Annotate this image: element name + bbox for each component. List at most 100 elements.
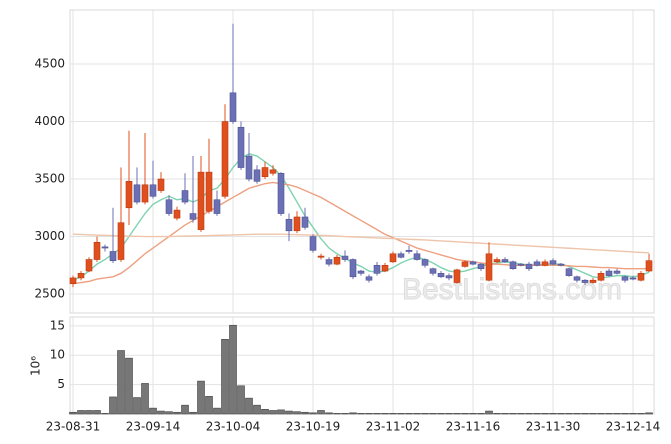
y-tick-label: 5 bbox=[57, 377, 65, 391]
y-tick-label: 4000 bbox=[34, 114, 65, 128]
candle-body bbox=[157, 178, 165, 191]
candle-body bbox=[333, 256, 341, 265]
candle-body bbox=[573, 276, 581, 281]
candle-body bbox=[373, 264, 381, 274]
volume-bar bbox=[341, 413, 349, 415]
x-tick-label: 23-11-02 bbox=[366, 420, 420, 434]
x-tick-label: 23-12-14 bbox=[606, 420, 660, 434]
candle-body bbox=[397, 253, 405, 258]
volume-bar bbox=[565, 413, 573, 415]
volume-bar bbox=[349, 412, 357, 415]
volume-axis-label: 10⁶ bbox=[29, 356, 43, 376]
candle-body bbox=[229, 92, 237, 122]
volume-bar bbox=[253, 404, 261, 415]
candle-body bbox=[533, 261, 541, 266]
candle-body bbox=[165, 199, 173, 214]
candle-body bbox=[541, 261, 549, 266]
volume-bar bbox=[237, 385, 245, 415]
volume-bar bbox=[245, 397, 253, 415]
volume-bar bbox=[413, 413, 421, 415]
volume-panel bbox=[69, 316, 655, 415]
candle-body bbox=[645, 260, 653, 272]
y-tick-label: 2500 bbox=[34, 287, 65, 301]
candle-body bbox=[317, 255, 325, 258]
volume-bar bbox=[109, 396, 117, 415]
volume-bar bbox=[85, 410, 93, 415]
x-tick-label: 23-09-14 bbox=[126, 420, 180, 434]
volume-bar bbox=[309, 412, 317, 415]
candle-body bbox=[253, 169, 261, 182]
candle-body bbox=[141, 184, 149, 203]
volume-bar bbox=[165, 411, 173, 415]
volume-bar bbox=[533, 413, 541, 415]
candle-body bbox=[517, 263, 525, 266]
candle-body bbox=[605, 270, 613, 276]
moving-average-line bbox=[72, 181, 649, 285]
volume-bar bbox=[285, 410, 293, 415]
volume-bar bbox=[373, 413, 381, 415]
candle-body bbox=[381, 264, 389, 272]
candle-body bbox=[413, 253, 421, 260]
candle-body bbox=[325, 259, 333, 265]
volume-bar bbox=[197, 380, 205, 415]
candle-body bbox=[613, 270, 621, 274]
volume-bar bbox=[101, 413, 109, 415]
candle-body bbox=[77, 273, 85, 279]
price-panel bbox=[69, 9, 655, 314]
volume-bar bbox=[229, 324, 237, 415]
y-tick-label: 15 bbox=[50, 318, 65, 332]
volume-bar bbox=[477, 413, 485, 415]
moving-average-line bbox=[72, 233, 650, 254]
volume-bar bbox=[557, 413, 565, 415]
volume-bar bbox=[573, 413, 581, 415]
volume-bar bbox=[509, 413, 517, 415]
candle-body bbox=[125, 181, 133, 209]
volume-bar bbox=[69, 411, 77, 415]
candle-body bbox=[509, 261, 517, 270]
candle-body bbox=[245, 155, 253, 180]
volume-bar bbox=[381, 413, 389, 415]
candle-body bbox=[485, 253, 493, 281]
candle-body bbox=[461, 261, 469, 267]
volume-bar bbox=[181, 404, 189, 415]
x-tick-label: 23-08-31 bbox=[46, 420, 100, 434]
candle-body bbox=[117, 222, 125, 260]
x-tick-label: 23-10-19 bbox=[286, 420, 340, 434]
volume-bar bbox=[637, 413, 645, 415]
volume-bar bbox=[365, 413, 373, 415]
volume-bar bbox=[645, 412, 653, 415]
candle-body bbox=[637, 273, 645, 281]
watermark: BestListens.com bbox=[402, 273, 622, 306]
candle-body bbox=[549, 260, 557, 265]
volume-bar bbox=[605, 413, 613, 415]
candle-body bbox=[365, 276, 373, 281]
volume-bar bbox=[141, 383, 149, 415]
candle-body bbox=[293, 216, 301, 232]
volume-bar bbox=[221, 339, 229, 415]
candle-body bbox=[589, 279, 597, 283]
candle-body bbox=[109, 251, 117, 261]
candle-body bbox=[389, 253, 397, 263]
candle-body bbox=[477, 263, 485, 270]
candle-body bbox=[181, 190, 189, 203]
volume-bar bbox=[317, 410, 325, 415]
volume-bar bbox=[293, 411, 301, 415]
grid bbox=[70, 10, 654, 414]
moving-average-line bbox=[72, 152, 650, 281]
volume-bar bbox=[149, 407, 157, 415]
volume-bar bbox=[269, 410, 277, 415]
candle-body bbox=[429, 268, 437, 274]
candle-body bbox=[269, 169, 277, 174]
candle-body bbox=[445, 275, 453, 279]
volume-bar bbox=[629, 413, 637, 415]
y-tick-label: 3500 bbox=[34, 172, 65, 186]
candle-body bbox=[597, 273, 605, 281]
volume-bar bbox=[301, 411, 309, 415]
volume-bar bbox=[125, 357, 133, 415]
volume-bar bbox=[501, 413, 509, 415]
candle-body bbox=[357, 270, 365, 274]
candle-body bbox=[469, 261, 477, 265]
candle-body bbox=[421, 259, 429, 266]
volume-bar bbox=[157, 410, 165, 415]
